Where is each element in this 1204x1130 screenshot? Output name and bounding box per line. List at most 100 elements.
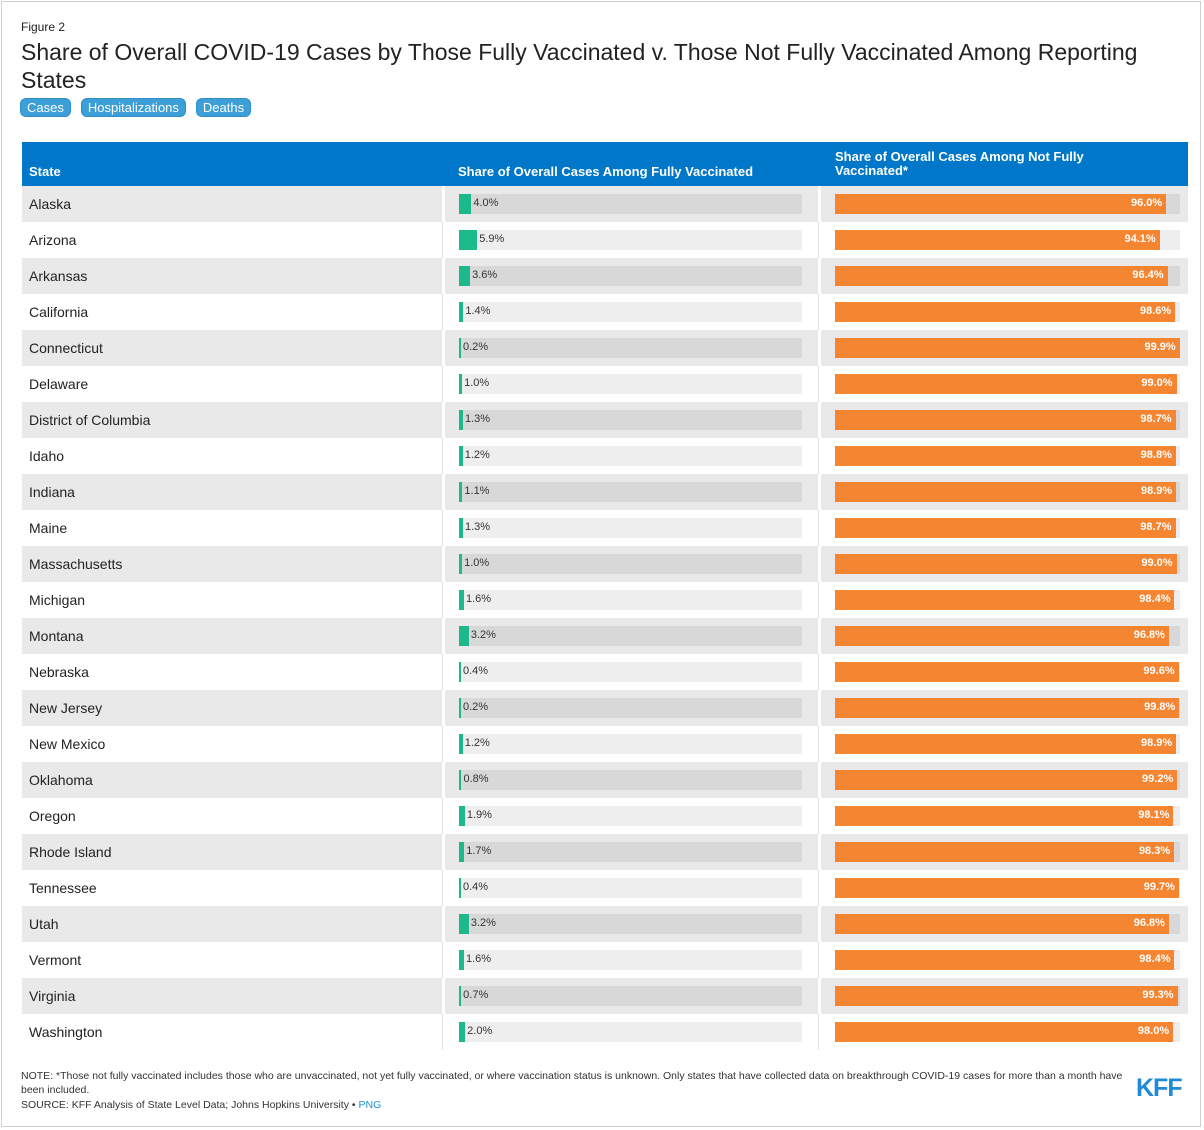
state-name: Michigan xyxy=(29,592,86,608)
table-row: Arkansas 3.6% 96.4% xyxy=(22,258,1188,294)
column-divider xyxy=(818,222,819,258)
table-row: Washington 2.0% 98.0% xyxy=(22,1014,1188,1050)
vaccinated-bar-track: 1.4% xyxy=(459,302,802,322)
not-vaccinated-value-label: 98.4% xyxy=(1139,593,1171,605)
vaccinated-bar xyxy=(459,626,469,646)
table-row: Tennessee 0.4% 99.7% xyxy=(22,870,1188,906)
tab-deaths[interactable]: Deaths xyxy=(196,99,251,116)
column-divider xyxy=(442,186,445,222)
table-row: District of Columbia 1.3% 98.7% xyxy=(22,402,1188,438)
vaccinated-bar-track: 1.0% xyxy=(459,554,802,574)
not-vaccinated-bar xyxy=(835,950,1175,970)
not-vaccinated-bar-track: 98.4% xyxy=(835,590,1180,610)
state-name: Nebraska xyxy=(29,664,89,680)
vaccinated-bar-track: 0.4% xyxy=(459,662,802,682)
vaccinated-value-label: 0.4% xyxy=(463,665,489,677)
vaccinated-bar-track: 3.6% xyxy=(459,266,802,286)
vaccinated-value-label: 0.4% xyxy=(463,881,489,893)
png-download-link[interactable]: PNG xyxy=(358,1099,382,1111)
vaccinated-value-label: 0.7% xyxy=(463,989,489,1001)
table-row: Vermont 1.6% 98.4% xyxy=(22,942,1188,978)
table-row: Montana 3.2% 96.8% xyxy=(22,618,1188,654)
column-divider xyxy=(818,690,821,726)
not-vaccinated-bar xyxy=(835,842,1175,862)
not-vaccinated-bar xyxy=(835,374,1177,394)
not-vaccinated-bar-track: 96.0% xyxy=(835,194,1180,214)
vaccinated-bar xyxy=(459,842,465,862)
column-divider xyxy=(442,366,443,402)
not-vaccinated-bar xyxy=(835,518,1176,538)
state-name: Arizona xyxy=(29,232,77,248)
column-divider xyxy=(442,978,445,1014)
not-vaccinated-bar xyxy=(835,482,1177,502)
table-row: Massachusetts 1.0% 99.0% xyxy=(22,546,1188,582)
vaccinated-bar-track: 0.2% xyxy=(459,698,802,718)
not-vaccinated-value-label: 98.7% xyxy=(1140,413,1172,425)
vaccinated-value-label: 1.4% xyxy=(465,305,491,317)
table-row: New Mexico 1.2% 98.9% xyxy=(22,726,1188,762)
not-vaccinated-value-label: 98.6% xyxy=(1139,305,1172,317)
not-vaccinated-bar-track: 99.2% xyxy=(835,770,1180,790)
not-vaccinated-bar-track: 98.7% xyxy=(835,410,1180,430)
not-vaccinated-bar xyxy=(835,626,1169,646)
column-divider xyxy=(818,870,819,906)
not-vaccinated-bar xyxy=(835,338,1180,358)
vaccinated-bar xyxy=(459,662,461,682)
column-divider xyxy=(818,510,819,546)
not-vaccinated-bar xyxy=(835,698,1180,718)
vaccinated-bar-track: 0.4% xyxy=(459,878,802,898)
not-vaccinated-bar xyxy=(835,878,1179,898)
vaccinated-value-label: 1.6% xyxy=(465,953,492,965)
vaccinated-value-label: 1.3% xyxy=(465,413,491,425)
vaccinated-bar xyxy=(459,338,461,358)
not-vaccinated-bar xyxy=(835,914,1169,934)
vaccinated-value-label: 0.2% xyxy=(463,701,489,713)
not-vaccinated-bar-track: 99.3% xyxy=(835,986,1180,1006)
vaccinated-bar xyxy=(459,302,464,322)
not-vaccinated-value-label: 98.3% xyxy=(1138,845,1171,857)
table-row: Oklahoma 0.8% 99.2% xyxy=(22,762,1188,798)
column-divider xyxy=(442,546,445,582)
not-vaccinated-value-label: 99.9% xyxy=(1144,341,1176,353)
not-vaccinated-bar xyxy=(835,230,1160,250)
tab-cases[interactable]: Cases xyxy=(21,99,70,116)
vaccinated-bar-track: 0.2% xyxy=(459,338,802,358)
column-divider xyxy=(442,330,445,366)
vaccinated-bar-track: 1.2% xyxy=(459,734,802,754)
vaccinated-value-label: 1.2% xyxy=(464,737,490,749)
state-name: Idaho xyxy=(29,448,65,464)
not-vaccinated-bar-track: 99.7% xyxy=(835,878,1180,898)
vaccinated-bar-track: 0.7% xyxy=(459,986,802,1006)
vaccinated-bar xyxy=(459,878,461,898)
state-name: New Jersey xyxy=(29,700,103,716)
not-vaccinated-value-label: 94.1% xyxy=(1124,233,1156,245)
not-vaccinated-bar-track: 96.8% xyxy=(835,914,1180,934)
vaccinated-bar xyxy=(459,482,463,502)
column-header-not-vaccinated: Share of Overall Cases Among Not Fully V… xyxy=(835,149,1084,178)
table-row: Idaho 1.2% 98.8% xyxy=(22,438,1188,474)
vaccinated-bar xyxy=(459,374,463,394)
not-vaccinated-bar xyxy=(835,590,1175,610)
not-vaccinated-bar xyxy=(835,302,1176,322)
vaccinated-bar-track: 4.0% xyxy=(459,194,802,214)
not-vaccinated-value-label: 99.3% xyxy=(1142,989,1174,1001)
column-divider xyxy=(818,258,821,294)
column-divider xyxy=(818,186,821,222)
table-row: Virginia 0.7% 99.3% xyxy=(22,978,1188,1014)
state-name: Connecticut xyxy=(29,340,103,356)
not-vaccinated-bar xyxy=(835,194,1167,214)
state-name: Washington xyxy=(29,1024,103,1040)
vaccinated-value-label: 2.0% xyxy=(467,1025,493,1037)
state-name: Tennessee xyxy=(29,880,97,896)
column-divider xyxy=(442,402,445,438)
vaccinated-bar-track: 1.9% xyxy=(459,806,802,826)
tab-hospitalizations[interactable]: Hospitalizations xyxy=(81,99,185,116)
not-vaccinated-bar-track: 98.8% xyxy=(835,446,1180,466)
state-name: Indiana xyxy=(29,484,75,500)
not-vaccinated-bar-track: 98.0% xyxy=(835,1022,1180,1042)
not-vaccinated-bar-track: 99.0% xyxy=(835,554,1180,574)
state-name: Montana xyxy=(29,628,84,644)
column-divider xyxy=(818,618,821,654)
table-row: Rhode Island 1.7% 98.3% xyxy=(22,834,1188,870)
vaccinated-bar-track: 3.2% xyxy=(459,914,802,934)
